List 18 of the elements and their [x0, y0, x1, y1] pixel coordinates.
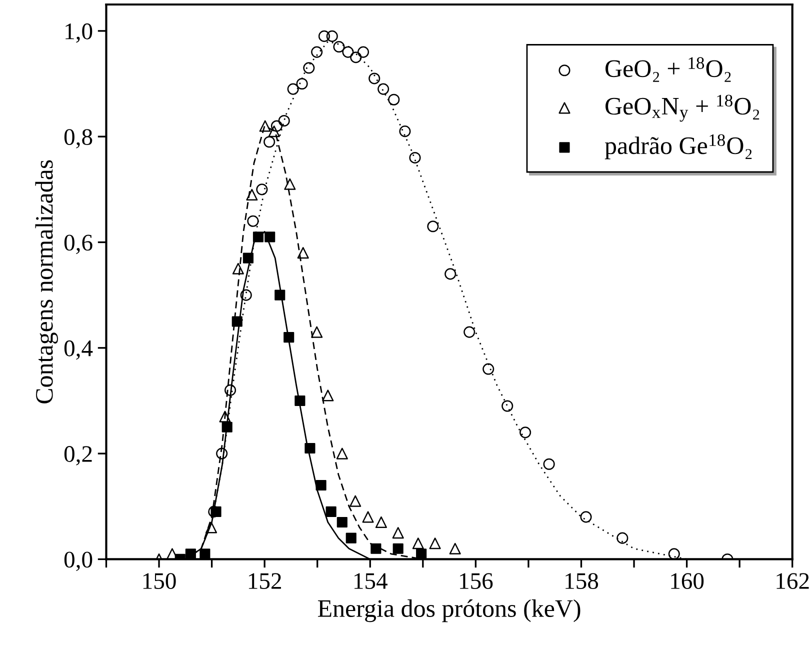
legend-label: padrão Ge$^{18}$O₂	[604, 134, 752, 160]
y-axis-title: Contagens normalizadas	[35, 160, 58, 404]
y-tick-label: 0,8	[64, 129, 92, 148]
x-tick-label: 152	[248, 573, 281, 590]
y-tick-label: 0,4	[64, 340, 93, 360]
x-tick-label: 162	[776, 573, 809, 590]
x-tick-label: 160	[671, 573, 704, 590]
y-tick-label: 1,0	[66, 23, 92, 43]
legend-label: GeO₂ + $^{18}$O₂	[606, 57, 731, 82]
x-tick-label: 154	[354, 573, 388, 590]
legend-label: GeO$_{x}$N$_{y}$ + $^{18}$O₂	[606, 94, 760, 122]
x-tick-label: 150	[143, 573, 176, 590]
y-tick-label: 0,6	[64, 234, 92, 254]
x-tick-label: 156	[460, 573, 493, 590]
y-tick-label: 0,2	[64, 446, 92, 466]
x-tick-label: 158	[566, 573, 598, 590]
y-tick-label: 0,0	[64, 552, 92, 572]
x-axis-title: Energia dos prótons (keV)	[318, 599, 580, 622]
